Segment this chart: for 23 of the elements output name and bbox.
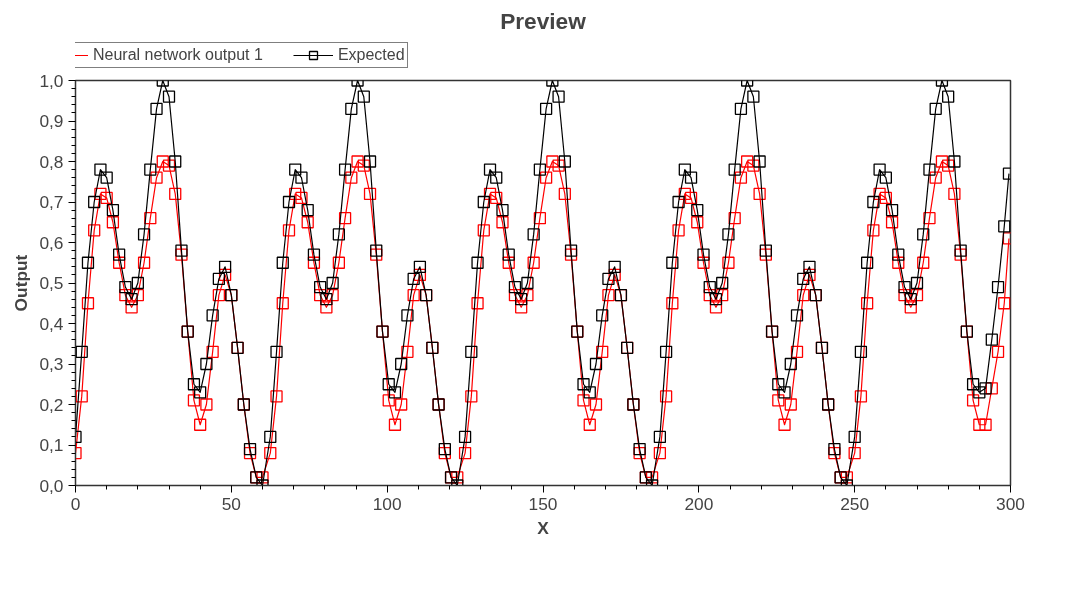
x-tick-label: 150 <box>528 493 558 514</box>
y-tick-label: 0,8 <box>39 151 64 172</box>
x-tick-label: 200 <box>684 493 714 514</box>
y-tick-label: 0,7 <box>39 192 64 212</box>
y-tick-label: 0,0 <box>39 475 64 496</box>
y-axis-title: Output <box>11 254 32 312</box>
x-tick-label: 300 <box>996 493 1025 514</box>
legend-label: Expected <box>337 46 405 64</box>
y-tick-label: 0,3 <box>39 354 64 374</box>
y-tick-label: 0,4 <box>39 313 64 334</box>
chart-title: Preview <box>500 7 587 34</box>
y-tick-label: 0,6 <box>39 232 64 253</box>
x-axis-title: X <box>537 517 550 538</box>
y-tick-label: 0,1 <box>39 435 64 455</box>
y-tick-label: 1,0 <box>39 70 64 91</box>
y-tick-label: 0,5 <box>39 273 64 293</box>
y-tick-label: 0,9 <box>39 111 64 131</box>
y-tick-label: 0,2 <box>39 394 64 415</box>
x-tick-label: 50 <box>221 493 241 514</box>
x-tick-label: 0 <box>70 493 81 514</box>
x-tick-label: 250 <box>840 493 870 514</box>
x-tick-label: 100 <box>372 493 402 514</box>
legend-label: Neural network output 1 <box>93 46 263 64</box>
